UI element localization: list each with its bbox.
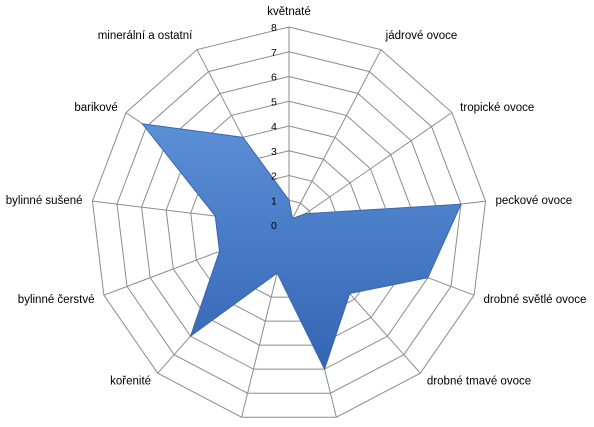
tick-label-6: 6 (271, 72, 277, 84)
radar-grid (91, 26, 487, 418)
category-labels: květnaté jádrové ovoce tropické ovoce pecko… (6, 6, 587, 388)
category-label-11: barikové (74, 102, 117, 114)
category-label-9: bylinné čerstvé (18, 294, 95, 306)
category-label-1: jádrové ovoce (385, 30, 458, 42)
category-label-0: květnaté (267, 6, 310, 18)
category-label-2: tropické ovoce (460, 102, 534, 114)
tick-label-0: 0 (271, 220, 277, 232)
category-label-12: minerální a ostatní (98, 30, 193, 42)
spoke-2 (288, 112, 453, 226)
category-label-4: drobné světlé ovoce (483, 294, 586, 306)
category-label-10: bylinné sušené (6, 195, 83, 207)
tick-label-1: 1 (271, 195, 277, 207)
radial-axis-ticks: 0 1 2 3 4 5 6 7 8 (271, 22, 277, 232)
tick-label-5: 5 (271, 96, 277, 108)
spoke-1 (288, 49, 382, 226)
category-label-8: kořenité (110, 376, 151, 388)
grid-ring-6 (141, 75, 437, 370)
category-label-5: drobné tmavé ovoce (427, 376, 531, 388)
tick-label-8: 8 (271, 22, 277, 34)
grid-ring-8 (91, 26, 487, 418)
tick-label-3: 3 (271, 146, 277, 158)
tick-label-7: 7 (271, 47, 277, 59)
category-label-3: peckové ovoce (495, 195, 572, 207)
grid-ring-7 (116, 51, 462, 394)
series-area (141, 123, 462, 371)
tick-label-4: 4 (271, 121, 277, 133)
tick-label-2: 2 (271, 171, 277, 183)
radar-series (141, 123, 462, 371)
